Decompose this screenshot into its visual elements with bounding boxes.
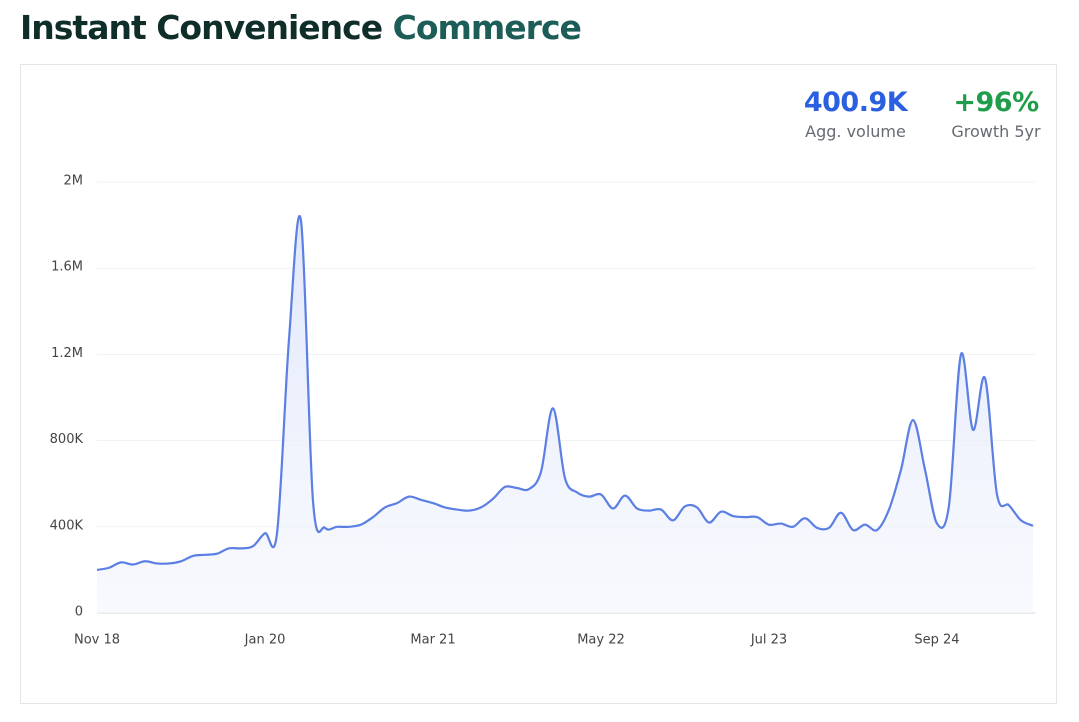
chart-title: Instant Convenience Commerce — [20, 8, 582, 47]
y-tick-label: 400K — [50, 518, 84, 533]
stat-value: +96% — [953, 87, 1039, 118]
x-tick-label: May 22 — [577, 633, 625, 648]
title-text: Instant Convenience — [20, 8, 383, 47]
x-tick-label: Jul 23 — [750, 633, 787, 648]
title-highlight: Commerce — [392, 8, 582, 47]
stat-label: Agg. volume — [805, 122, 906, 141]
line — [96, 215, 1034, 571]
y-tick-label: 0 — [75, 605, 83, 620]
chart-card: 400.9K Agg. volume +96% Growth 5yr — [20, 64, 1057, 704]
area-fill — [97, 216, 1033, 613]
y-tick-label: 1.6M — [51, 260, 83, 275]
x-tick-label: Jan 20 — [244, 633, 286, 648]
x-tick-label: Mar 21 — [410, 633, 455, 648]
y-tick-label: 1.2M — [51, 346, 83, 361]
x-tick-label: Sep 24 — [914, 633, 959, 648]
stat-value: 400.9K — [803, 87, 908, 118]
stat: +96% Growth 5yr — [941, 87, 1051, 141]
x-tick-label: Nov 18 — [74, 633, 120, 648]
stat: 400.9K Agg. volume — [793, 87, 918, 141]
y-tick-label: 800K — [50, 432, 84, 447]
y-tick-label: 2M — [64, 174, 84, 189]
stat-label: Growth 5yr — [951, 122, 1041, 141]
